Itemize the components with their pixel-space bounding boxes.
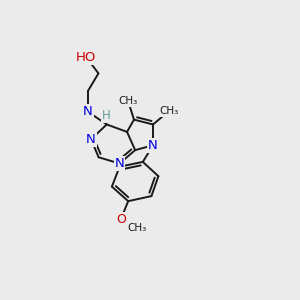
Text: N: N [86,133,96,146]
Text: CH₃: CH₃ [128,223,147,233]
Text: N: N [148,139,158,152]
Text: N: N [115,157,124,170]
Text: H: H [102,109,110,122]
Text: HO: HO [76,51,97,64]
Text: CH₃: CH₃ [159,106,178,116]
Text: O: O [116,213,126,226]
Text: N: N [83,105,93,118]
Text: CH₃: CH₃ [118,96,138,106]
